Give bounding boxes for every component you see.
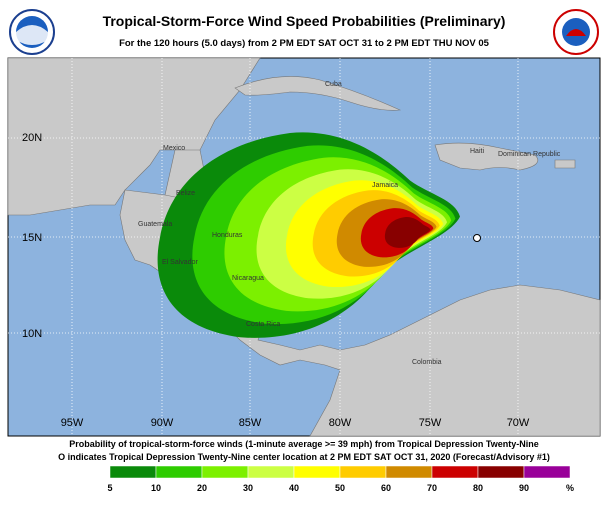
place-label: Cuba	[325, 81, 342, 88]
legend-tick-label: 90	[519, 483, 529, 493]
legend-swatch	[339, 465, 387, 479]
place-label: Honduras	[212, 232, 243, 239]
probability-cone	[157, 132, 460, 338]
cone-band	[384, 217, 431, 248]
longitude-label: 95W	[61, 417, 84, 429]
longitude-label: 75W	[419, 417, 442, 429]
map: Cuba Mexico Haiti Dominican Republic Jam…	[7, 57, 601, 437]
place-label: El Salvador	[162, 259, 198, 266]
legend-tick-label: 20	[197, 483, 207, 493]
footer-line: O indicates Tropical Depression Twenty-N…	[58, 452, 550, 462]
legend-swatch	[523, 465, 571, 479]
legend-swatch	[293, 465, 341, 479]
legend-tick-label: 40	[289, 483, 299, 493]
place-label: Costa Rica	[246, 321, 280, 328]
place-label: Mexico	[163, 145, 185, 152]
place-label: Haiti	[470, 148, 484, 155]
legend-tick-label: 80	[473, 483, 483, 493]
legend-tick-label: 5	[107, 483, 112, 493]
subtitle: For the 120 hours (5.0 days) from 2 PM E…	[119, 38, 490, 49]
legend-swatch	[247, 465, 295, 479]
place-label: Jamaica	[372, 182, 398, 189]
footer-line: Probability of tropical-storm-force wind…	[69, 439, 538, 449]
place-label: Belize	[176, 190, 195, 197]
place-label: Nicaragua	[232, 275, 264, 282]
latitude-label: 20N	[22, 132, 42, 144]
legend-swatch	[109, 465, 157, 479]
legend-swatch	[201, 465, 249, 479]
longitude-label: 70W	[507, 417, 530, 429]
legend-swatch	[385, 465, 433, 479]
latitude-label: 15N	[22, 232, 42, 244]
longitude-label: 80W	[329, 417, 352, 429]
noaa-logo	[9, 9, 55, 55]
legend-swatch	[431, 465, 479, 479]
legend-tick-label: 30	[243, 483, 253, 493]
longitude-label: 90W	[151, 417, 174, 429]
place-label: Colombia	[412, 359, 442, 366]
legend-swatch	[477, 465, 525, 479]
latitude-label: 10N	[22, 328, 42, 340]
legend-tick-label: 60	[381, 483, 391, 493]
place-label: Dominican Republic	[498, 151, 561, 158]
legend-tick-label: 50	[335, 483, 345, 493]
legend: 5 10 20 30 40 50 60 70 80 90%	[107, 465, 574, 493]
legend-swatch	[155, 465, 203, 479]
legend-unit: %	[566, 483, 574, 493]
place-label: Guatemala	[138, 221, 172, 228]
legend-tick-label: 10	[151, 483, 161, 493]
storm-center	[473, 234, 481, 242]
nws-logo	[553, 9, 599, 55]
title: Tropical-Storm-Force Wind Speed Probabil…	[103, 13, 506, 29]
legend-tick-label: 70	[427, 483, 437, 493]
longitude-label: 85W	[239, 417, 262, 429]
